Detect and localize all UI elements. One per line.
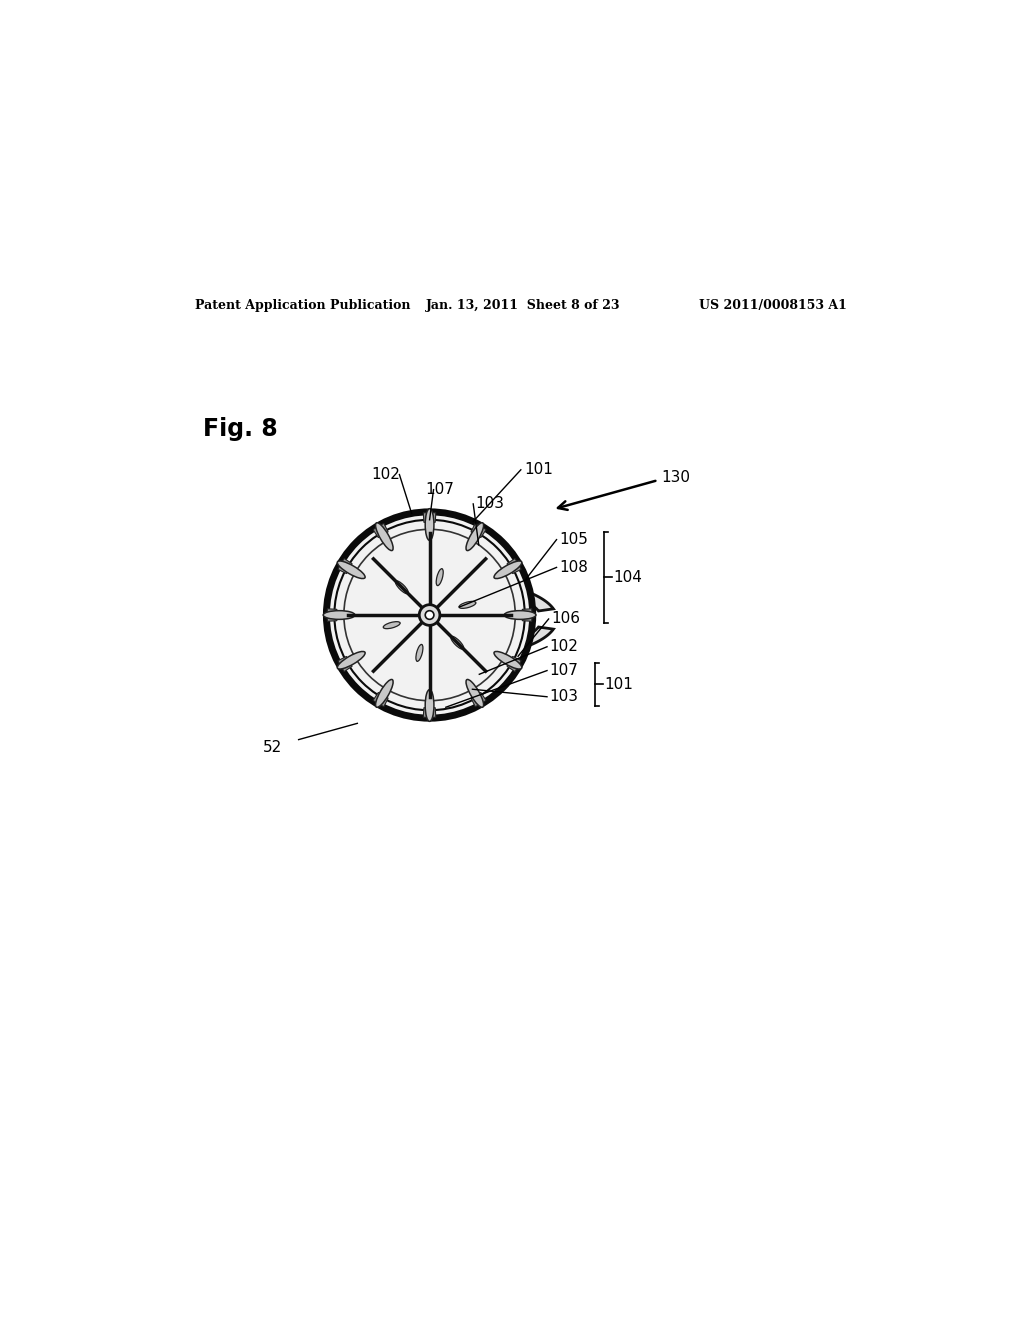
PathPatch shape [423, 512, 436, 523]
Text: Jan. 13, 2011  Sheet 8 of 23: Jan. 13, 2011 Sheet 8 of 23 [426, 300, 621, 312]
PathPatch shape [471, 524, 486, 537]
PathPatch shape [350, 579, 553, 611]
Text: 130: 130 [662, 470, 690, 486]
PathPatch shape [350, 627, 553, 659]
Text: Patent Application Publication: Patent Application Publication [196, 300, 411, 312]
Ellipse shape [425, 508, 434, 540]
PathPatch shape [338, 656, 352, 672]
Ellipse shape [337, 561, 366, 578]
Text: 104: 104 [613, 570, 642, 585]
Ellipse shape [416, 644, 423, 661]
Ellipse shape [466, 680, 483, 708]
Text: 105: 105 [559, 532, 588, 546]
PathPatch shape [522, 609, 531, 622]
Ellipse shape [376, 680, 393, 708]
PathPatch shape [328, 609, 337, 622]
Circle shape [419, 605, 440, 626]
Text: 108: 108 [559, 560, 588, 576]
Ellipse shape [337, 652, 366, 669]
Ellipse shape [383, 622, 400, 628]
Text: 52: 52 [263, 741, 283, 755]
Ellipse shape [395, 581, 409, 594]
Text: US 2011/0008153 A1: US 2011/0008153 A1 [699, 300, 847, 312]
PathPatch shape [423, 708, 436, 717]
Ellipse shape [466, 523, 483, 550]
Ellipse shape [494, 652, 522, 669]
Text: 107: 107 [426, 482, 455, 498]
Ellipse shape [494, 561, 522, 578]
Ellipse shape [451, 636, 464, 649]
Text: 102: 102 [550, 639, 579, 655]
PathPatch shape [373, 693, 388, 706]
Ellipse shape [436, 569, 443, 586]
Text: 101: 101 [604, 677, 633, 692]
PathPatch shape [471, 693, 486, 706]
PathPatch shape [507, 656, 521, 672]
Circle shape [425, 611, 434, 619]
Text: 101: 101 [524, 462, 554, 478]
Circle shape [328, 513, 531, 717]
Text: 103: 103 [550, 689, 579, 705]
Ellipse shape [425, 689, 434, 721]
Ellipse shape [376, 523, 393, 550]
Text: 103: 103 [475, 496, 505, 511]
Ellipse shape [459, 602, 476, 609]
PathPatch shape [338, 558, 352, 574]
Text: 106: 106 [551, 611, 580, 627]
Ellipse shape [324, 611, 355, 619]
Text: 107: 107 [550, 663, 579, 678]
PathPatch shape [507, 558, 521, 574]
Text: 102: 102 [372, 467, 400, 482]
PathPatch shape [373, 524, 388, 537]
Ellipse shape [504, 611, 536, 619]
Text: Fig. 8: Fig. 8 [204, 417, 279, 441]
